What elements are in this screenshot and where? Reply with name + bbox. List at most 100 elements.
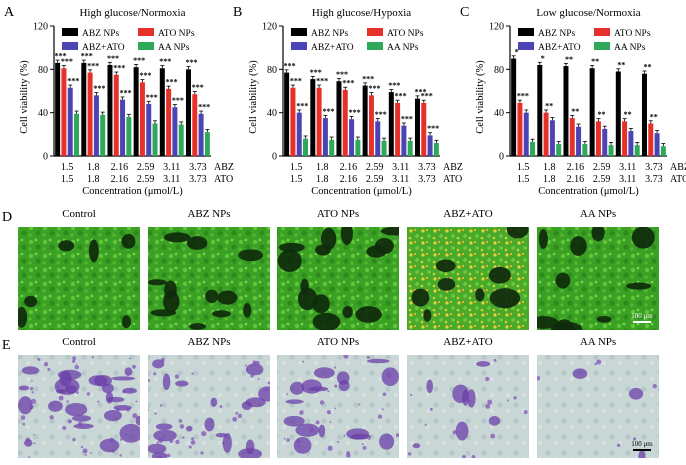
bar — [67, 87, 73, 156]
significance-label: * — [541, 54, 545, 63]
bar — [284, 72, 290, 156]
panel-letter: A — [4, 5, 15, 20]
bar — [100, 114, 106, 156]
significance-label: ** — [643, 62, 651, 71]
bar — [166, 88, 172, 156]
significance-label: *** — [388, 81, 400, 90]
bar — [602, 128, 608, 156]
y-tick-label: 120 — [489, 22, 504, 33]
significance-label: ** — [591, 57, 599, 66]
x-tick-label-ato: 2.16 — [111, 174, 129, 185]
y-tick-label: 120 — [33, 22, 48, 33]
legend-label: ATO NPs — [158, 29, 195, 39]
significance-label: *** — [107, 54, 119, 63]
significance-label: *** — [284, 61, 296, 70]
bar — [74, 113, 80, 156]
significance-label: *** — [61, 57, 73, 66]
bar — [185, 69, 191, 156]
bar — [87, 72, 93, 156]
legend-label: ABZ+ATO — [311, 43, 354, 53]
bar — [563, 66, 569, 156]
x-tick-label-abz: 1.8 — [316, 162, 329, 173]
bar — [198, 113, 204, 156]
bar — [316, 87, 322, 156]
x-tick-label-abz: 1.8 — [87, 162, 100, 173]
y-tick-label: 40 — [267, 108, 277, 119]
y-axis-label: Cell viability (%) — [248, 60, 259, 134]
x-tick-label-abz: 3.11 — [392, 162, 409, 173]
legend-label: ATO NPs — [387, 29, 424, 39]
bar — [204, 132, 210, 156]
bar — [648, 123, 654, 156]
chart-title: High glucose/Hypoxia — [312, 7, 411, 19]
bar — [523, 112, 529, 156]
micrograph-label: Control — [62, 208, 96, 220]
bar — [628, 131, 634, 156]
bar — [543, 112, 549, 156]
row-label-abz: ABZ — [214, 162, 234, 173]
x-tick-label-abz: 3.73 — [189, 162, 207, 173]
significance-label: *** — [93, 84, 105, 93]
significance-label: *** — [362, 74, 374, 83]
legend-swatch — [518, 42, 534, 50]
bar — [55, 62, 61, 157]
significance-label: *** — [401, 114, 413, 123]
x-tick-label-abz: 2.59 — [366, 162, 384, 173]
y-tick-label: 40 — [38, 108, 48, 119]
x-tick-label-abz: 2.59 — [137, 162, 155, 173]
micrograph-label: Control — [62, 336, 96, 348]
chart-panel-a: A High glucose/Normoxia 0 40 80 120 Cell viabi… — [4, 5, 234, 197]
significance-label: *** — [296, 101, 308, 110]
bar — [414, 98, 420, 156]
panel-letter: C — [460, 5, 469, 20]
micrograph-image — [407, 355, 529, 458]
significance-label: ** — [545, 101, 553, 110]
bar — [421, 102, 427, 156]
legend-label: AA NPs — [387, 43, 419, 53]
significance-label: ** — [650, 112, 658, 121]
bar — [172, 107, 178, 156]
significance-label: *** — [421, 92, 433, 101]
significance-label: *** — [517, 92, 529, 101]
micrograph-label: ABZ NPs — [187, 208, 230, 220]
legend-swatch — [291, 42, 307, 50]
x-tick-label-abz: 3.11 — [163, 162, 180, 173]
legend-swatch — [518, 28, 534, 36]
bar — [322, 118, 328, 156]
panel-letter: B — [233, 5, 242, 20]
x-tick-label-abz: 1.5 — [61, 162, 74, 173]
significance-label: *** — [87, 61, 99, 70]
legend-label: AA NPs — [614, 43, 646, 53]
x-axis-label: Concentration (μmol/L) — [311, 186, 412, 197]
micrograph-label: ATO NPs — [317, 336, 359, 348]
bar — [375, 121, 381, 156]
row-label-abz: ABZ — [443, 162, 463, 173]
significance-label: ** — [571, 107, 579, 116]
significance-label: *** — [67, 77, 79, 86]
x-tick-label-ato: 2.16 — [340, 174, 358, 185]
bar — [81, 62, 87, 157]
micrograph-row-d: D Control ABZ NPs ATO NPs ABZ+ATO AA NPs 100 μ… — [2, 208, 659, 330]
bar — [530, 141, 536, 156]
significance-label: ** — [565, 55, 573, 64]
bar — [342, 89, 348, 156]
bar — [139, 82, 145, 156]
significance-label: *** — [55, 52, 67, 61]
row-letter: D — [2, 210, 12, 225]
micrograph-image — [407, 227, 529, 330]
micrograph-label: ABZ+ATO — [443, 336, 492, 348]
legend-swatch — [594, 28, 610, 36]
significance-label: *** — [310, 68, 322, 77]
x-tick-label-ato: 2.59 — [593, 174, 611, 185]
legend-label: ABZ+ATO — [82, 43, 125, 53]
bar — [615, 71, 621, 156]
bar — [126, 117, 132, 156]
bar — [120, 99, 126, 156]
legend-swatch — [62, 28, 78, 36]
micrograph-label: ATO NPs — [317, 208, 359, 220]
significance-label: *** — [192, 83, 204, 92]
bar — [107, 65, 113, 156]
bar-charts: A High glucose/Normoxia 0 40 80 120 Cell viabi… — [4, 5, 686, 197]
x-tick-label-abz: 2.16 — [340, 162, 358, 173]
